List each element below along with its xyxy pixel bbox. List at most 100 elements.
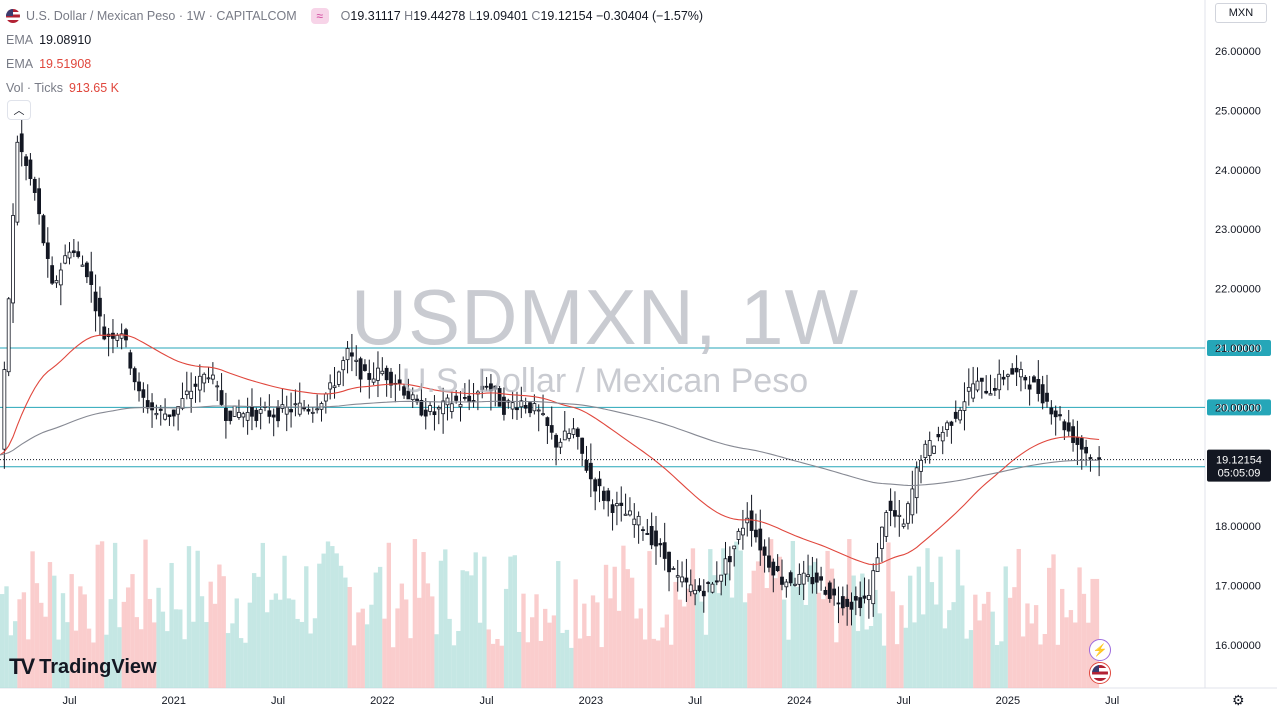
volume-bar xyxy=(338,565,344,688)
volume-bar xyxy=(543,608,548,688)
volume-bar xyxy=(712,575,717,688)
candle-body xyxy=(58,269,63,286)
candle-body xyxy=(310,411,315,414)
volume-bar xyxy=(860,573,865,688)
candle-body xyxy=(428,405,432,412)
candle-body xyxy=(258,409,263,414)
candle-body xyxy=(858,597,863,609)
candle-body xyxy=(966,387,971,392)
us-flag-icon xyxy=(6,9,20,23)
candle-body xyxy=(636,515,641,526)
candle-body xyxy=(28,159,33,179)
candle-body xyxy=(484,385,489,388)
candle-body xyxy=(76,251,81,257)
volume-bar xyxy=(364,624,370,688)
ema-slow-row[interactable]: EMA 19.51908 xyxy=(6,52,703,76)
volume-bar xyxy=(938,556,943,688)
candle-body xyxy=(645,533,650,535)
currency-selector[interactable]: MXN xyxy=(1215,3,1267,23)
volume-bar xyxy=(56,639,61,688)
volume-bar xyxy=(360,608,365,688)
candle-body xyxy=(767,555,771,568)
volume-row[interactable]: Vol · Ticks 913.65 K xyxy=(6,76,703,100)
candle-body xyxy=(1001,376,1006,380)
volume-bar xyxy=(95,544,100,688)
volume-bar xyxy=(152,622,157,688)
volume-bar xyxy=(477,622,483,688)
candle-body xyxy=(632,518,637,526)
candle-body xyxy=(536,409,541,412)
collapse-legend-button[interactable]: ︿ xyxy=(7,100,31,120)
volume-bar xyxy=(547,622,552,688)
candle-body xyxy=(328,382,333,390)
volume-bar xyxy=(721,548,726,688)
candle-body xyxy=(141,389,146,398)
compare-icon[interactable]: ≈ xyxy=(310,8,329,24)
volume-bar xyxy=(382,618,387,688)
candle-body xyxy=(158,408,163,411)
volume-bar xyxy=(399,583,405,688)
volume-bar xyxy=(795,586,800,688)
volume-bar xyxy=(825,550,830,688)
y-tick-label: 24.00000 xyxy=(1215,165,1261,177)
volume-bar xyxy=(490,643,496,688)
candle-body xyxy=(749,510,754,531)
volume-bar xyxy=(977,620,982,688)
y-tick-label: 22.00000 xyxy=(1215,284,1261,296)
volume-bar xyxy=(629,577,635,688)
x-tick-label: 2024 xyxy=(787,695,811,707)
candle-body xyxy=(497,388,502,407)
candle-body xyxy=(758,528,763,551)
lightning-icon[interactable]: ⚡ xyxy=(1089,639,1111,661)
candle-body xyxy=(940,431,945,442)
us-flag-icon[interactable] xyxy=(1089,662,1111,684)
candle-body xyxy=(71,250,76,254)
volume-bar xyxy=(690,548,696,688)
candle-body xyxy=(914,467,919,499)
volume-bar xyxy=(934,604,939,688)
close-value: 19.12154 xyxy=(540,9,593,23)
volume-bar xyxy=(160,611,166,688)
candle-body xyxy=(167,414,172,417)
volume-bar xyxy=(616,610,622,688)
volume-bar xyxy=(682,606,687,688)
volume-bar xyxy=(112,542,118,688)
volume-bar xyxy=(907,575,913,688)
volume-bar xyxy=(834,642,839,688)
tradingview-logo[interactable]: TV TradingView xyxy=(9,654,157,680)
volume-bar xyxy=(912,622,917,688)
symbol-title[interactable]: U.S. Dollar / Mexican Peso · 1W · CAPITA… xyxy=(26,9,297,23)
volume-bar xyxy=(955,549,961,688)
candle-body xyxy=(489,383,493,392)
settings-icon[interactable]: ⚙ xyxy=(1232,692,1245,708)
volume-bar xyxy=(60,593,66,688)
candle-body xyxy=(615,503,619,507)
volume-bar xyxy=(951,602,956,688)
volume-bar xyxy=(864,629,869,688)
volume-bar xyxy=(1012,587,1017,688)
candle-body xyxy=(706,582,711,584)
candle-body xyxy=(754,529,758,538)
ema-fast-row[interactable]: EMA 19.08910 xyxy=(6,28,703,52)
volume-bar xyxy=(734,541,739,688)
volume-bar xyxy=(1046,567,1052,688)
candle-body xyxy=(436,407,441,410)
candle-body xyxy=(332,385,337,389)
volume-bar xyxy=(17,599,22,688)
volume-bar xyxy=(143,539,148,688)
candle-body xyxy=(619,502,624,506)
volume-bar xyxy=(812,561,817,688)
candle-body xyxy=(901,523,906,527)
volume-bar xyxy=(647,551,652,688)
candle-body xyxy=(245,411,250,421)
candle-body xyxy=(189,390,194,399)
volume-bar xyxy=(1086,622,1091,688)
volume-bar xyxy=(586,636,591,688)
candle-body xyxy=(862,595,867,599)
candle-body xyxy=(962,401,967,411)
volume-bar xyxy=(221,576,226,688)
volume-bar xyxy=(842,596,848,688)
volume-bar xyxy=(530,617,535,688)
candle-body xyxy=(936,434,941,438)
